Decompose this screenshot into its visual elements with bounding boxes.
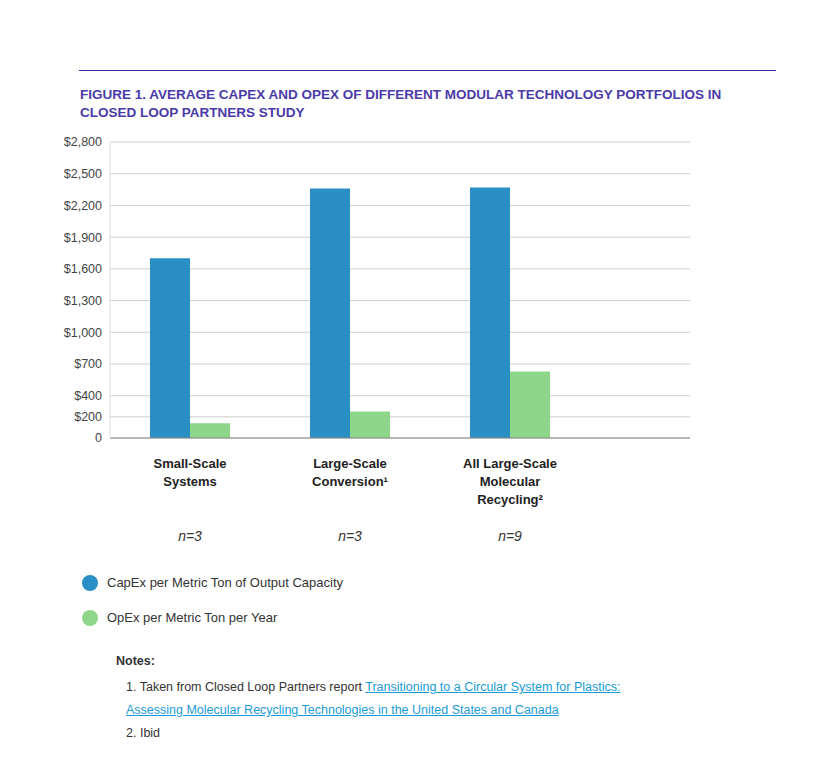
- svg-text:n=3: n=3: [338, 528, 362, 544]
- svg-text:All Large-Scale: All Large-Scale: [463, 456, 557, 471]
- html-text:OpEx per Metric Ton per Year: OpEx per Metric Ton per Year: [107, 610, 278, 625]
- svg-text:Large-Scale: Large-Scale: [313, 456, 387, 471]
- svg-text:Small-Scale: Small-Scale: [154, 456, 227, 471]
- svg-text:$1,900: $1,900: [64, 231, 102, 245]
- svg-text:$700: $700: [74, 357, 102, 371]
- svg-text:$1,000: $1,000: [64, 326, 102, 340]
- svg-text:$400: $400: [74, 389, 102, 403]
- svg-text:$1,600: $1,600: [64, 262, 102, 276]
- svg-text:$2,500: $2,500: [64, 167, 102, 181]
- svg-text:Molecular: Molecular: [480, 474, 541, 489]
- html-text:2. Ibid: 2. Ibid: [126, 726, 161, 740]
- html-text:Notes:: Notes:: [116, 654, 155, 668]
- svg-text:$1,300: $1,300: [64, 294, 102, 308]
- svg-text:$200: $200: [74, 410, 102, 424]
- svg-text:Systems: Systems: [163, 474, 216, 489]
- svg-text:n=3: n=3: [178, 528, 202, 544]
- svg-text:Recycling²: Recycling²: [477, 492, 543, 507]
- svg-text:$2,800: $2,800: [64, 135, 102, 149]
- svg-text:n=9: n=9: [498, 528, 522, 544]
- svg-text:$2,200: $2,200: [64, 199, 102, 213]
- html-text:1. Taken from Closed Loop Part: 1. Taken from Closed Loop Partners repor…: [126, 680, 621, 717]
- svg-text:Conversion¹: Conversion¹: [312, 474, 388, 489]
- svg-text:0: 0: [95, 431, 102, 445]
- html-text:FIGURE 1. AVERAGE CAPEX AND OP: FIGURE 1. AVERAGE CAPEX AND OPEX OF DIFF…: [80, 87, 722, 120]
- html-text:CapEx per Metric Ton of Output: CapEx per Metric Ton of Output Capacity: [107, 575, 343, 590]
